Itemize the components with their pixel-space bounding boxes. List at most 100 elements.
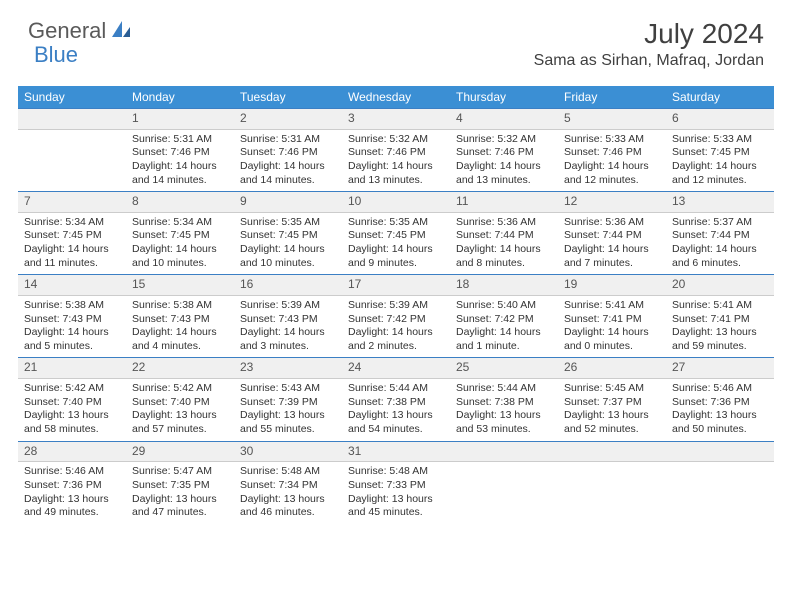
calendar-day-cell: 11Sunrise: 5:36 AMSunset: 7:44 PMDayligh… [450,191,558,274]
calendar-day-cell: 13Sunrise: 5:37 AMSunset: 7:44 PMDayligh… [666,191,774,274]
weekday-header: Monday [126,86,234,108]
day-content: Sunrise: 5:31 AMSunset: 7:46 PMDaylight:… [126,130,234,192]
daylight-line: Daylight: 13 hours and 54 minutes. [348,409,444,436]
daylight-line: Daylight: 13 hours and 46 minutes. [240,493,336,520]
day-content: Sunrise: 5:33 AMSunset: 7:45 PMDaylight:… [666,130,774,192]
calendar-day-cell: 20Sunrise: 5:41 AMSunset: 7:41 PMDayligh… [666,274,774,357]
sunrise-line: Sunrise: 5:41 AM [672,299,768,313]
daylight-line: Daylight: 14 hours and 13 minutes. [456,160,552,187]
calendar-day-cell [666,441,774,524]
sunset-line: Sunset: 7:44 PM [456,229,552,243]
calendar-day-cell: 8Sunrise: 5:34 AMSunset: 7:45 PMDaylight… [126,191,234,274]
location-text: Sama as Sirhan, Mafraq, Jordan [534,52,764,70]
daylight-line: Daylight: 13 hours and 47 minutes. [132,493,228,520]
calendar-day-cell: 25Sunrise: 5:44 AMSunset: 7:38 PMDayligh… [450,357,558,440]
day-number: 18 [450,274,558,296]
sunset-line: Sunset: 7:43 PM [132,313,228,327]
sunrise-line: Sunrise: 5:37 AM [672,216,768,230]
sunrise-line: Sunrise: 5:44 AM [456,382,552,396]
sunrise-line: Sunrise: 5:31 AM [240,133,336,147]
calendar-header-row: SundayMondayTuesdayWednesdayThursdayFrid… [18,86,774,108]
sunset-line: Sunset: 7:34 PM [240,479,336,493]
day-content: Sunrise: 5:40 AMSunset: 7:42 PMDaylight:… [450,296,558,358]
day-number: 4 [450,108,558,130]
daylight-line: Daylight: 14 hours and 12 minutes. [672,160,768,187]
day-content: Sunrise: 5:34 AMSunset: 7:45 PMDaylight:… [18,213,126,275]
logo: General [28,18,134,44]
day-content: Sunrise: 5:44 AMSunset: 7:38 PMDaylight:… [342,379,450,441]
sunrise-line: Sunrise: 5:48 AM [240,465,336,479]
daylight-line: Daylight: 13 hours and 59 minutes. [672,326,768,353]
weekday-header: Wednesday [342,86,450,108]
day-number: 20 [666,274,774,296]
daylight-line: Daylight: 14 hours and 10 minutes. [240,243,336,270]
daylight-line: Daylight: 14 hours and 13 minutes. [348,160,444,187]
sunset-line: Sunset: 7:39 PM [240,396,336,410]
day-number: 15 [126,274,234,296]
daylight-line: Daylight: 14 hours and 14 minutes. [240,160,336,187]
calendar-day-cell: 6Sunrise: 5:33 AMSunset: 7:45 PMDaylight… [666,108,774,191]
day-number: 19 [558,274,666,296]
calendar-week-row: 7Sunrise: 5:34 AMSunset: 7:45 PMDaylight… [18,191,774,274]
sunrise-line: Sunrise: 5:32 AM [348,133,444,147]
daylight-line: Daylight: 14 hours and 10 minutes. [132,243,228,270]
day-content: Sunrise: 5:46 AMSunset: 7:36 PMDaylight:… [666,379,774,441]
day-number: 2 [234,108,342,130]
calendar-day-cell: 1Sunrise: 5:31 AMSunset: 7:46 PMDaylight… [126,108,234,191]
day-content: Sunrise: 5:42 AMSunset: 7:40 PMDaylight:… [18,379,126,441]
day-number: 25 [450,357,558,379]
daylight-line: Daylight: 13 hours and 52 minutes. [564,409,660,436]
calendar-day-cell: 21Sunrise: 5:42 AMSunset: 7:40 PMDayligh… [18,357,126,440]
day-content: Sunrise: 5:48 AMSunset: 7:34 PMDaylight:… [234,462,342,524]
day-content: Sunrise: 5:39 AMSunset: 7:43 PMDaylight:… [234,296,342,358]
calendar-body: 1Sunrise: 5:31 AMSunset: 7:46 PMDaylight… [18,108,774,524]
daylight-line: Daylight: 13 hours and 53 minutes. [456,409,552,436]
logo-sail-icon [110,19,132,44]
calendar-day-cell [18,108,126,191]
calendar-day-cell: 12Sunrise: 5:36 AMSunset: 7:44 PMDayligh… [558,191,666,274]
calendar-day-cell: 18Sunrise: 5:40 AMSunset: 7:42 PMDayligh… [450,274,558,357]
daylight-line: Daylight: 13 hours and 55 minutes. [240,409,336,436]
day-number: 23 [234,357,342,379]
sunrise-line: Sunrise: 5:35 AM [348,216,444,230]
daylight-line: Daylight: 14 hours and 0 minutes. [564,326,660,353]
calendar-day-cell: 24Sunrise: 5:44 AMSunset: 7:38 PMDayligh… [342,357,450,440]
day-number: 21 [18,357,126,379]
calendar-day-cell: 10Sunrise: 5:35 AMSunset: 7:45 PMDayligh… [342,191,450,274]
sunrise-line: Sunrise: 5:39 AM [348,299,444,313]
calendar-day-cell: 22Sunrise: 5:42 AMSunset: 7:40 PMDayligh… [126,357,234,440]
calendar-day-cell: 28Sunrise: 5:46 AMSunset: 7:36 PMDayligh… [18,441,126,524]
daylight-line: Daylight: 14 hours and 1 minute. [456,326,552,353]
day-number: 3 [342,108,450,130]
sunset-line: Sunset: 7:37 PM [564,396,660,410]
sunrise-line: Sunrise: 5:46 AM [672,382,768,396]
day-number: 14 [18,274,126,296]
sunrise-line: Sunrise: 5:36 AM [564,216,660,230]
title-block: July 2024 Sama as Sirhan, Mafraq, Jordan [534,18,764,70]
calendar-day-cell: 23Sunrise: 5:43 AMSunset: 7:39 PMDayligh… [234,357,342,440]
day-number: 24 [342,357,450,379]
sunset-line: Sunset: 7:41 PM [564,313,660,327]
sunrise-line: Sunrise: 5:33 AM [672,133,768,147]
sunset-line: Sunset: 7:46 PM [132,146,228,160]
daylight-line: Daylight: 14 hours and 8 minutes. [456,243,552,270]
day-content: Sunrise: 5:32 AMSunset: 7:46 PMDaylight:… [342,130,450,192]
daylight-line: Daylight: 14 hours and 4 minutes. [132,326,228,353]
daylight-line: Daylight: 14 hours and 14 minutes. [132,160,228,187]
day-content: Sunrise: 5:38 AMSunset: 7:43 PMDaylight:… [126,296,234,358]
calendar-day-cell: 16Sunrise: 5:39 AMSunset: 7:43 PMDayligh… [234,274,342,357]
day-number: 31 [342,441,450,463]
day-number: 12 [558,191,666,213]
daylight-line: Daylight: 13 hours and 50 minutes. [672,409,768,436]
day-number: 1 [126,108,234,130]
calendar-day-cell [450,441,558,524]
sunset-line: Sunset: 7:42 PM [348,313,444,327]
day-content: Sunrise: 5:38 AMSunset: 7:43 PMDaylight:… [18,296,126,358]
sunrise-line: Sunrise: 5:45 AM [564,382,660,396]
logo-text-general: General [28,18,106,44]
sunset-line: Sunset: 7:45 PM [24,229,120,243]
day-content: Sunrise: 5:44 AMSunset: 7:38 PMDaylight:… [450,379,558,441]
sunset-line: Sunset: 7:44 PM [564,229,660,243]
day-number: 22 [126,357,234,379]
day-content: Sunrise: 5:41 AMSunset: 7:41 PMDaylight:… [558,296,666,358]
